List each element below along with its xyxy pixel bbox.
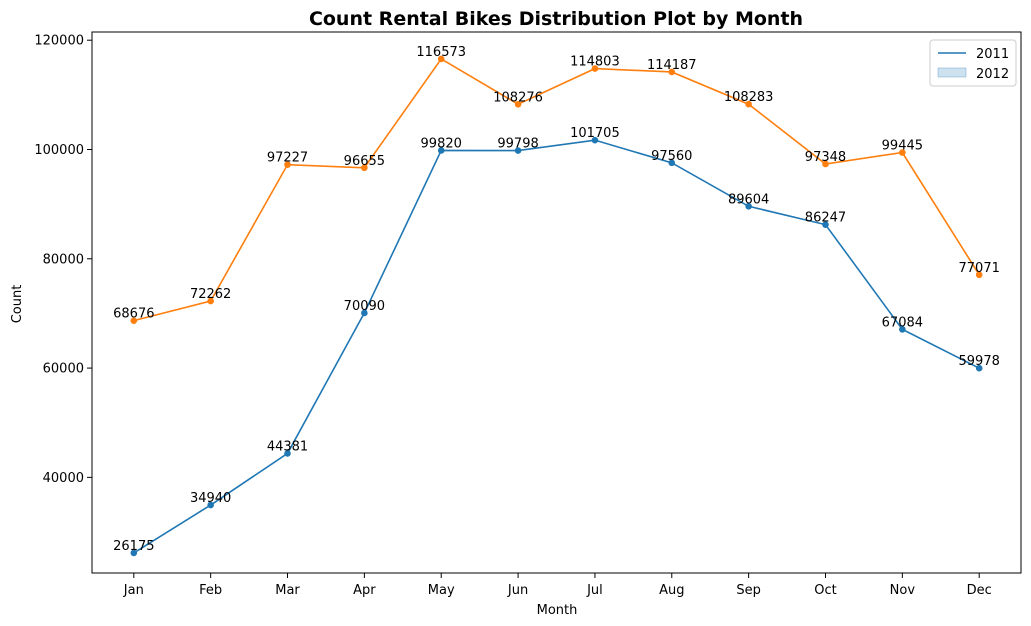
series-2012-point-Apr: [361, 164, 368, 172]
series-2012-data-label-Sep: 108283: [724, 90, 774, 105]
y-tick-label-100000: 100000: [34, 143, 84, 158]
series-2011-data-label-Jul: 101705: [570, 126, 620, 141]
series-2011-point-Nov: [899, 326, 906, 333]
series-2011-point-Jan: [130, 549, 138, 557]
legend-swatch-2012: [937, 67, 967, 78]
series-2012-line: [133, 57, 980, 322]
series-2012-data-label-Jun: 108276: [493, 90, 543, 105]
legend-label-2011: 2011: [976, 47, 1009, 62]
x-tick-label-Aug: Aug: [659, 583, 684, 598]
x-tick-label-Mar: Mar: [275, 583, 300, 598]
series-2011-data-label-Jan: 26175: [113, 539, 154, 554]
series-2011-data-label-Mar: 44381: [267, 439, 308, 454]
series-2011-data-label-Apr: 70090: [344, 299, 385, 314]
y-tick-label-120000: 120000: [34, 34, 84, 49]
x-tick-label-Oct: Oct: [814, 583, 836, 598]
x-tick-label-Sep: Sep: [736, 583, 761, 598]
x-tick-label-Feb: Feb: [199, 583, 222, 598]
series-2011-data-label-May: 99820: [421, 136, 462, 151]
x-tick-label-May: May: [428, 583, 455, 598]
x-tick-label-Jan: Jan: [123, 583, 144, 598]
series-2011-point-Jun: [514, 147, 522, 154]
series-2012-data-label-Feb: 72262: [190, 287, 231, 302]
x-tick-label-Dec: Dec: [967, 583, 992, 598]
chart-title: Count Rental Bikes Distribution Plot by …: [309, 8, 803, 30]
series-2012-point-May: [437, 55, 445, 63]
plot-area: 26175 34940 44381 70090 99820 99798 101705 9756…: [113, 45, 1000, 557]
series-2011-point-Aug: [668, 159, 676, 167]
series-2011-point-Sep: [745, 203, 752, 210]
series-2012-data-label-Mar: 97227: [267, 151, 308, 166]
series-2012-data-label-Aug: 114187: [647, 58, 697, 73]
axes: Jan Feb Mar Apr May Jun Jul Aug Sep Oct Nov Dec 4000…: [34, 31, 1022, 598]
y-tick-label-60000: 60000: [43, 362, 84, 377]
series-2011-data-label-Oct: 86247: [805, 211, 846, 226]
series-2012-point-Oct: [822, 160, 829, 168]
series-2011-point-Oct: [822, 221, 829, 228]
series-2012-data-label-May: 116573: [416, 45, 466, 60]
x-tick-label-Nov: Nov: [890, 583, 916, 598]
series-2011-data-label-Aug: 97560: [651, 149, 692, 164]
y-axis-label: Count: [10, 285, 25, 324]
x-axis-label: Month: [537, 603, 578, 618]
series-2012-point-Sep: [745, 100, 752, 108]
series-2012-point-Feb: [207, 297, 214, 305]
series-2012-point-Aug: [668, 68, 676, 76]
series-2012-point-Jun: [514, 100, 522, 108]
series-2012-point-Dec: [975, 271, 983, 279]
series-2011-data-label-Feb: 34940: [190, 491, 231, 506]
x-tick-label-Jul: Jul: [586, 583, 603, 598]
series-2012-data-label-Oct: 97348: [805, 150, 846, 165]
series-2011-line: [133, 139, 980, 554]
series-2011-data-label-Jun: 99798: [497, 137, 538, 152]
series-2011-point-Apr: [361, 309, 368, 317]
y-tick-label-80000: 80000: [43, 252, 84, 267]
x-tick-label-Apr: Apr: [353, 583, 376, 598]
series-2012-point-Jul: [591, 65, 599, 72]
legend-box: [929, 39, 1017, 87]
x-tick-label-Jun: Jun: [507, 583, 528, 598]
legend: 2011 2012: [929, 39, 1017, 87]
series-2011-point-Feb: [207, 501, 214, 509]
series-2011-point-Dec: [975, 364, 983, 372]
series-2011-point-May: [437, 147, 445, 154]
series-2012-data-label-Jul: 114803: [570, 55, 620, 70]
legend-label-2012: 2012: [976, 67, 1009, 82]
series-2012-point-Jan: [130, 317, 138, 324]
series-2011-point-Jul: [591, 136, 599, 144]
series-2012-point-Nov: [899, 149, 906, 156]
series-2012-data-label-Nov: 99445: [882, 139, 923, 154]
series-2012-data-label-Apr: 96655: [344, 154, 385, 169]
series-2012-point-Mar: [284, 161, 291, 168]
series-2012-data-label-Jan: 68676: [113, 307, 154, 322]
series-2011: 26175 34940 44381 70090 99820 99798 101705 9756…: [113, 126, 1000, 557]
series-2012: 68676 72262 97227 96655 116573 108276 114803 11…: [113, 45, 1000, 324]
y-tick-label-40000: 40000: [43, 471, 84, 486]
plot-frame: [91, 31, 1022, 574]
series-2011-data-label-Nov: 67084: [882, 315, 923, 330]
series-2011-data-label-Dec: 59978: [959, 354, 1000, 369]
series-2012-data-label-Dec: 77071: [959, 261, 1000, 276]
series-2011-point-Mar: [284, 450, 291, 457]
series-2011-data-label-Sep: 89604: [728, 192, 769, 207]
